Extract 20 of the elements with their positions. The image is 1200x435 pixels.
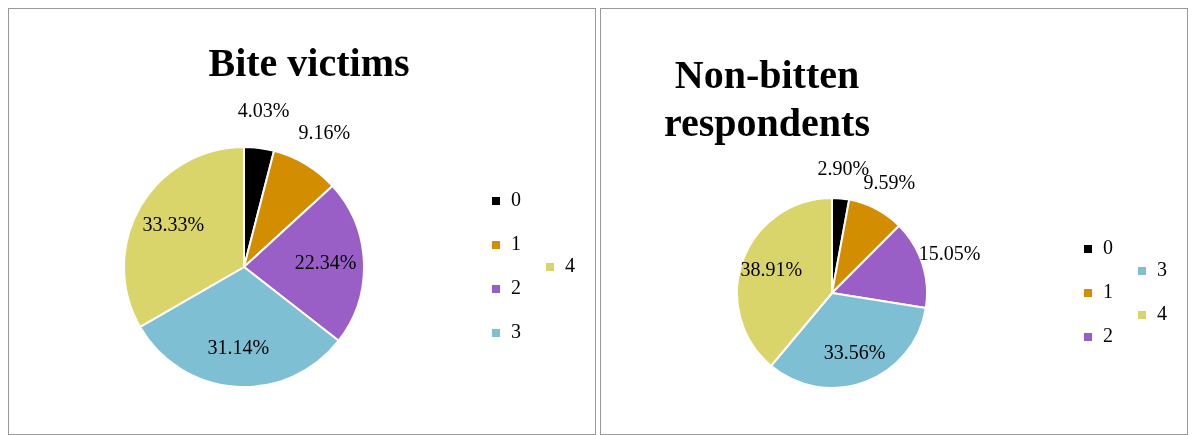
legend-label: 1 [1103, 280, 1113, 303]
legend-label: 1 [511, 232, 521, 255]
legend-label: 4 [565, 254, 575, 277]
legend-label: 0 [511, 188, 521, 211]
chart-title: Bite victims [207, 39, 411, 87]
legend-label: 3 [1157, 258, 1167, 281]
legend-label: 2 [511, 276, 521, 299]
chart-title: Non-bitten respondents [663, 51, 871, 147]
data-label: 15.05% [918, 242, 981, 265]
data-label: 31.14% [207, 335, 270, 358]
data-label: 38.91% [740, 258, 803, 281]
legend-label: 0 [1103, 236, 1113, 259]
data-label: 4.03% [237, 99, 290, 122]
data-label: 33.56% [823, 340, 886, 363]
data-label: 33.33% [142, 213, 205, 236]
data-label: 22.34% [294, 250, 357, 273]
legend-label: 2 [1103, 324, 1113, 347]
data-label: 9.16% [298, 120, 351, 143]
legend-label: 4 [1157, 302, 1167, 325]
legend-label: 3 [511, 320, 521, 343]
